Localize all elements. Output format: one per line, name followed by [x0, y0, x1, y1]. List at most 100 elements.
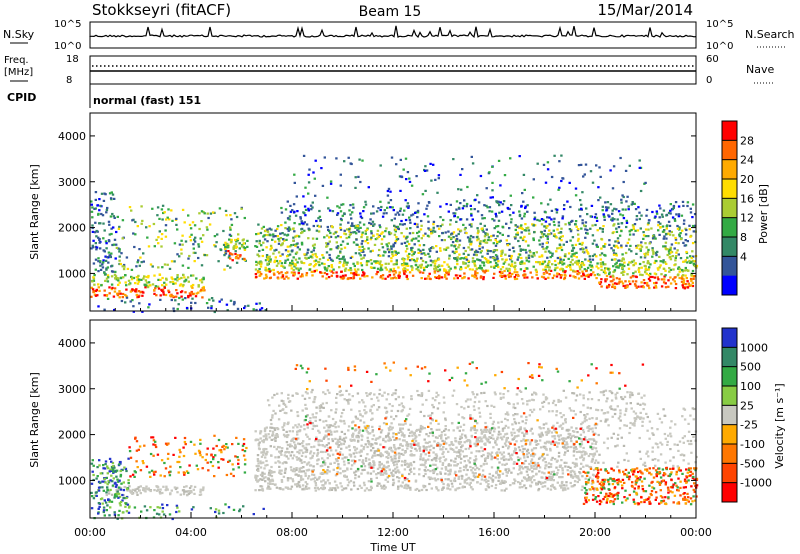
- range-cell: [453, 450, 456, 453]
- range-cell: [134, 290, 137, 293]
- range-cell: [349, 204, 352, 207]
- range-cell: [505, 471, 508, 474]
- nsky-trace: [89, 25, 697, 39]
- range-cell: [264, 233, 268, 237]
- range-cell: [594, 432, 597, 435]
- range-cell: [558, 237, 561, 240]
- range-cell: [563, 453, 566, 456]
- range-cell: [694, 240, 697, 244]
- range-cell: [501, 258, 504, 261]
- range-cell: [686, 201, 690, 204]
- range-cell: [526, 467, 529, 470]
- range-cell: [588, 264, 592, 267]
- range-cell: [224, 209, 228, 212]
- range-cell: [317, 230, 321, 233]
- range-cell: [394, 457, 397, 460]
- range-cell: [423, 169, 427, 172]
- range-cell: [208, 223, 212, 226]
- range-cell: [438, 274, 441, 277]
- range-cell: [592, 468, 596, 472]
- range-cell: [579, 437, 582, 441]
- range-cell: [402, 270, 406, 273]
- range-cell: [549, 256, 552, 259]
- range-cell: [514, 224, 517, 227]
- range-cell: [406, 202, 410, 205]
- range-cell: [392, 432, 395, 435]
- range-cell: [181, 285, 185, 288]
- range-cell: [573, 252, 576, 255]
- range-cell: [418, 489, 421, 492]
- range-cell: [455, 464, 458, 467]
- range-cell: [552, 234, 556, 237]
- range-cell: [372, 434, 376, 437]
- range-cell: [551, 252, 554, 255]
- range-cell: [599, 262, 602, 265]
- range-cell: [488, 441, 491, 444]
- range-cell: [321, 275, 324, 278]
- range-cell: [360, 242, 363, 245]
- range-cell: [580, 163, 583, 166]
- range-cell: [634, 275, 638, 278]
- range-cell: [661, 225, 665, 228]
- range-cell: [647, 268, 650, 271]
- range-cell: [538, 466, 542, 469]
- range-cell: [560, 154, 563, 157]
- range-cell: [590, 460, 593, 463]
- range-cell: [508, 214, 512, 217]
- range-cell: [523, 447, 526, 450]
- range-cell: [153, 274, 156, 277]
- range-cell: [427, 201, 431, 204]
- range-cell: [519, 268, 523, 271]
- range-cell: [686, 240, 689, 243]
- range-cell: [454, 488, 457, 491]
- range-cell: [258, 489, 261, 492]
- range-cell: [323, 436, 326, 439]
- range-cell: [238, 242, 241, 245]
- range-cell: [280, 472, 283, 475]
- range-cell: [490, 265, 493, 268]
- range-cell: [200, 281, 204, 284]
- range-cell: [454, 274, 458, 277]
- range-cell: [595, 255, 598, 258]
- range-cell: [375, 473, 378, 476]
- range-cell: [392, 444, 396, 447]
- range-cell: [613, 207, 616, 210]
- range-cell: [688, 284, 691, 287]
- range-cell: [295, 468, 298, 472]
- range-cell: [549, 251, 552, 254]
- range-cell: [180, 239, 183, 242]
- range-cell: [608, 243, 611, 246]
- range-cell: [303, 447, 306, 450]
- range-cell: [540, 223, 544, 226]
- range-cell: [629, 261, 633, 264]
- range-cell: [99, 264, 102, 267]
- range-cell: [653, 216, 657, 219]
- range-cell: [637, 267, 641, 270]
- range-cell: [270, 228, 273, 231]
- range-cell: [621, 208, 624, 211]
- range-cell: [226, 246, 229, 249]
- range-cell: [180, 295, 183, 298]
- range-cell: [483, 271, 486, 274]
- range-cell: [299, 478, 303, 482]
- range-cell: [533, 453, 537, 456]
- range-cell: [479, 275, 483, 278]
- range-cell: [436, 443, 439, 446]
- range-cell: [503, 489, 506, 492]
- range-cell: [264, 309, 267, 312]
- range-cell: [343, 469, 347, 473]
- range-cell: [495, 215, 498, 218]
- range-cell: [96, 204, 99, 207]
- range-cell: [528, 462, 531, 466]
- range-cell: [158, 217, 161, 220]
- range-cell: [280, 453, 283, 456]
- range-cell: [566, 436, 570, 439]
- range-cell: [491, 434, 494, 437]
- range-cell: [342, 256, 345, 259]
- range-cell: [132, 310, 135, 313]
- range-cell: [569, 471, 573, 474]
- range-cell: [255, 308, 258, 312]
- range-cell: [481, 473, 485, 477]
- range-cell: [669, 251, 673, 254]
- range-cell: [491, 474, 495, 477]
